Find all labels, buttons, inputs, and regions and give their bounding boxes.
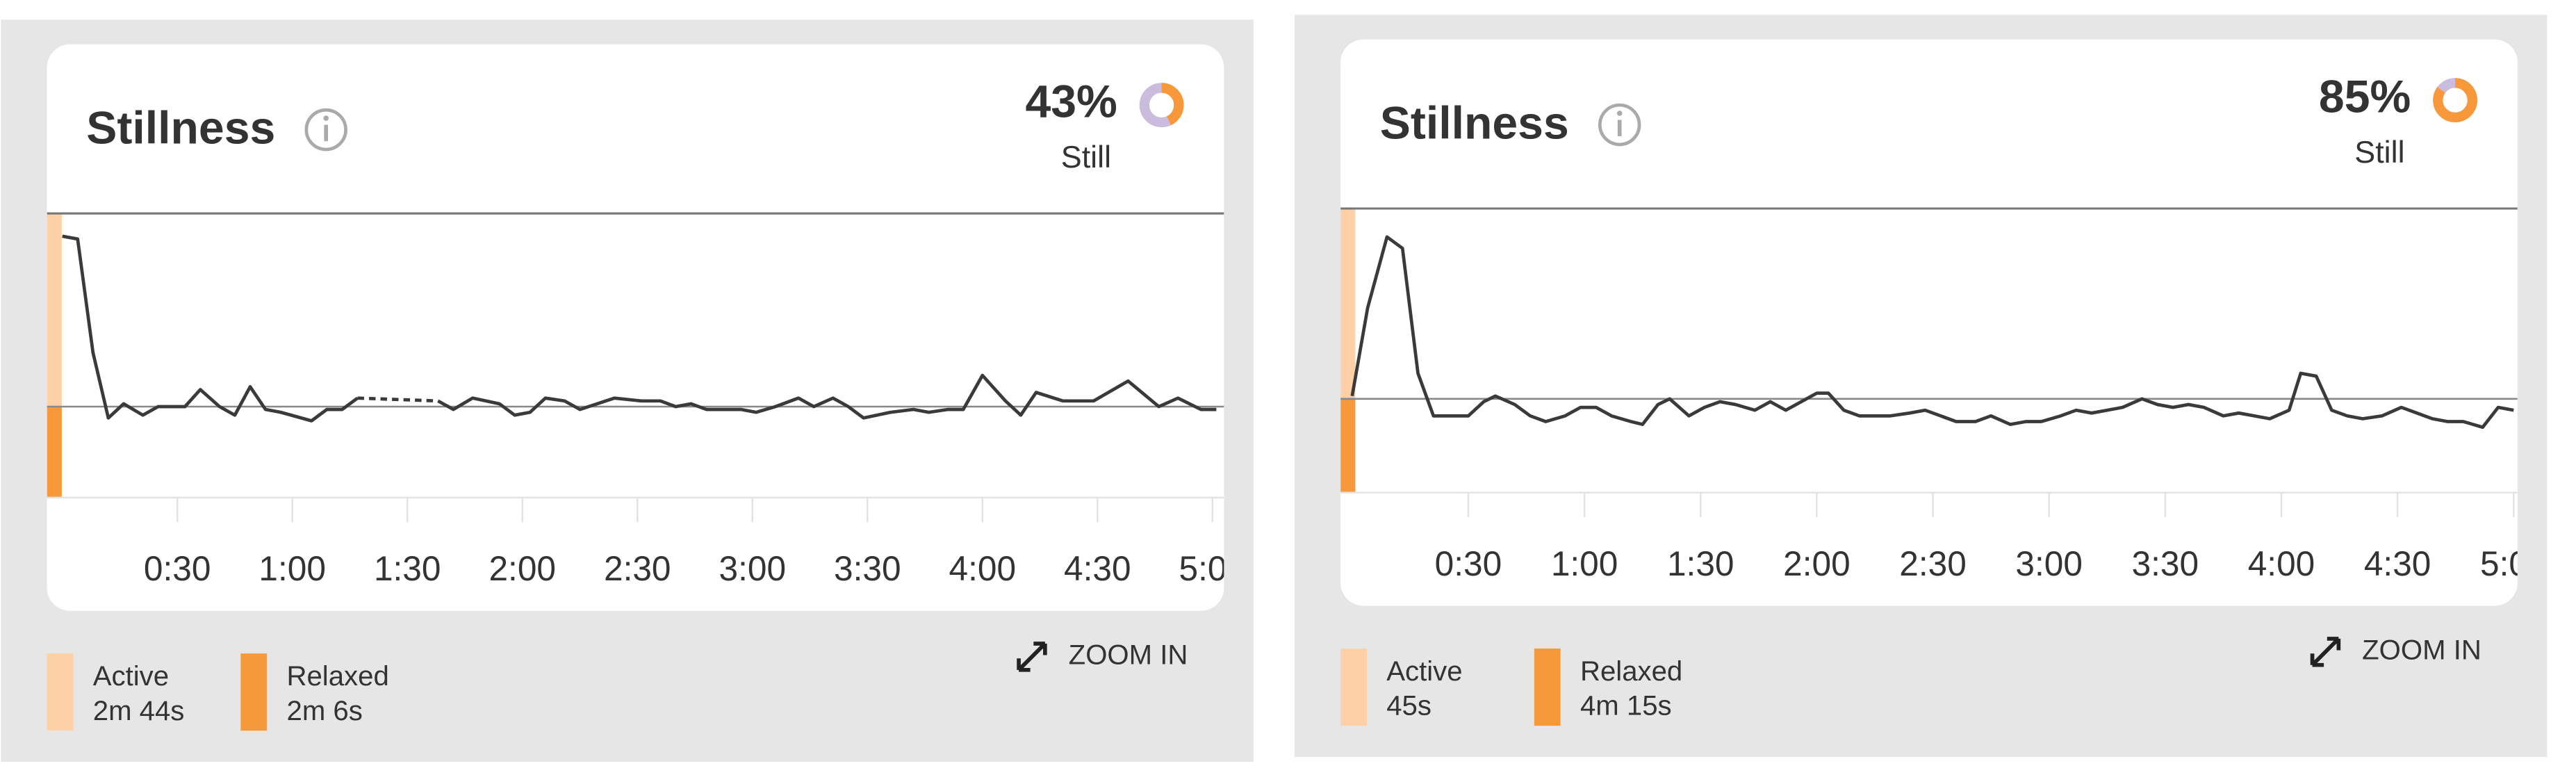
card [47, 44, 1224, 611]
zoom-in-button[interactable]: ZOOM IN [2362, 634, 2481, 665]
stillness-caption: Still [2354, 134, 2404, 170]
missing-data-bridge [357, 396, 438, 403]
stillness-percent: 85% [2319, 72, 2411, 123]
zoom-icon[interactable] [1017, 642, 1047, 672]
legend-name: Active [1386, 655, 1462, 687]
info-icon[interactable] [1598, 103, 1641, 147]
x-tick-label: 2:30 [604, 549, 671, 588]
x-tick-label: 3:00 [2015, 544, 2083, 583]
zoom-icon[interactable] [2310, 637, 2341, 667]
legend-duration: 4m 15s [1580, 690, 1672, 721]
info-icon[interactable] [304, 108, 347, 152]
relaxed-zone-bar [1340, 398, 1356, 493]
panel: Stillness 85% Still 0:30 1:00 1:30 2:00 2:30 3:0… [1294, 15, 2548, 758]
donut-still [1139, 83, 1184, 128]
relaxed-zone-bar [47, 406, 62, 498]
x-tick-label: 2:00 [489, 549, 556, 588]
panel: Stillness 43% Still 0:30 1:00 1:30 2:00 2:30 3:0… [1, 19, 1254, 762]
legend-swatch [1534, 648, 1561, 726]
x-tick-label: 4:00 [2248, 544, 2315, 583]
plot: 0:30 1:00 1:30 2:00 2:30 3:00 3:30 4:00 4:30 5:00 [1340, 207, 2548, 583]
x-tick-label: 1:00 [259, 549, 326, 588]
legend-name: Relaxed [287, 660, 389, 692]
active-zone-bar [47, 213, 62, 407]
legend-swatch [47, 653, 74, 731]
card [1340, 39, 2518, 606]
stillness-percent: 43% [1025, 76, 1117, 128]
x-tick-label: 4:00 [949, 549, 1017, 588]
legend-duration: 2m 6s [287, 695, 363, 726]
x-tick-label: 1:00 [1551, 544, 1618, 583]
plot: 0:30 1:00 1:30 2:00 2:30 3:00 3:30 4:00 4:30 5:00 [47, 212, 1247, 588]
active-zone-bar [1340, 209, 1356, 399]
info-icon-dot [1616, 111, 1623, 116]
x-tick-label: 1:30 [374, 549, 441, 588]
x-tick-label: 4:30 [1064, 549, 1131, 588]
legend-name: Active [93, 660, 169, 692]
x-tick-label: 2:00 [1783, 544, 1851, 583]
stillness-line [1350, 235, 2514, 430]
legend-duration: 2m 44s [93, 695, 185, 726]
x-tick-label: 1:30 [1667, 544, 1734, 583]
stillness-line [62, 234, 1217, 423]
donut-still [2433, 78, 2477, 122]
zoom-in-button[interactable]: ZOOM IN [1069, 639, 1188, 671]
legend-duration: 45s [1386, 690, 1431, 721]
x-tick-label: 0:30 [144, 549, 211, 588]
card-title: Stillness [1380, 97, 1569, 149]
x-tick-label: 3:00 [719, 549, 786, 588]
x-tick-label: 5:00 [1179, 549, 1247, 588]
x-tick-label: 0:30 [1435, 544, 1502, 583]
x-tick-label: 4:30 [2364, 544, 2431, 583]
info-icon-dot [323, 115, 329, 121]
legend-swatch [1340, 648, 1367, 726]
x-tick-label: 5:00 [2480, 544, 2548, 583]
legend-name: Relaxed [1580, 655, 1682, 687]
stillness-caption: Still [1061, 139, 1111, 174]
x-tick-label: 3:30 [2132, 544, 2199, 583]
card-title: Stillness [86, 102, 275, 154]
x-tick-label: 3:30 [834, 549, 901, 588]
info-icon-stem [324, 124, 329, 142]
x-tick-label: 2:30 [1899, 544, 1967, 583]
info-icon-stem [1617, 120, 1622, 137]
legend-swatch [240, 653, 268, 731]
